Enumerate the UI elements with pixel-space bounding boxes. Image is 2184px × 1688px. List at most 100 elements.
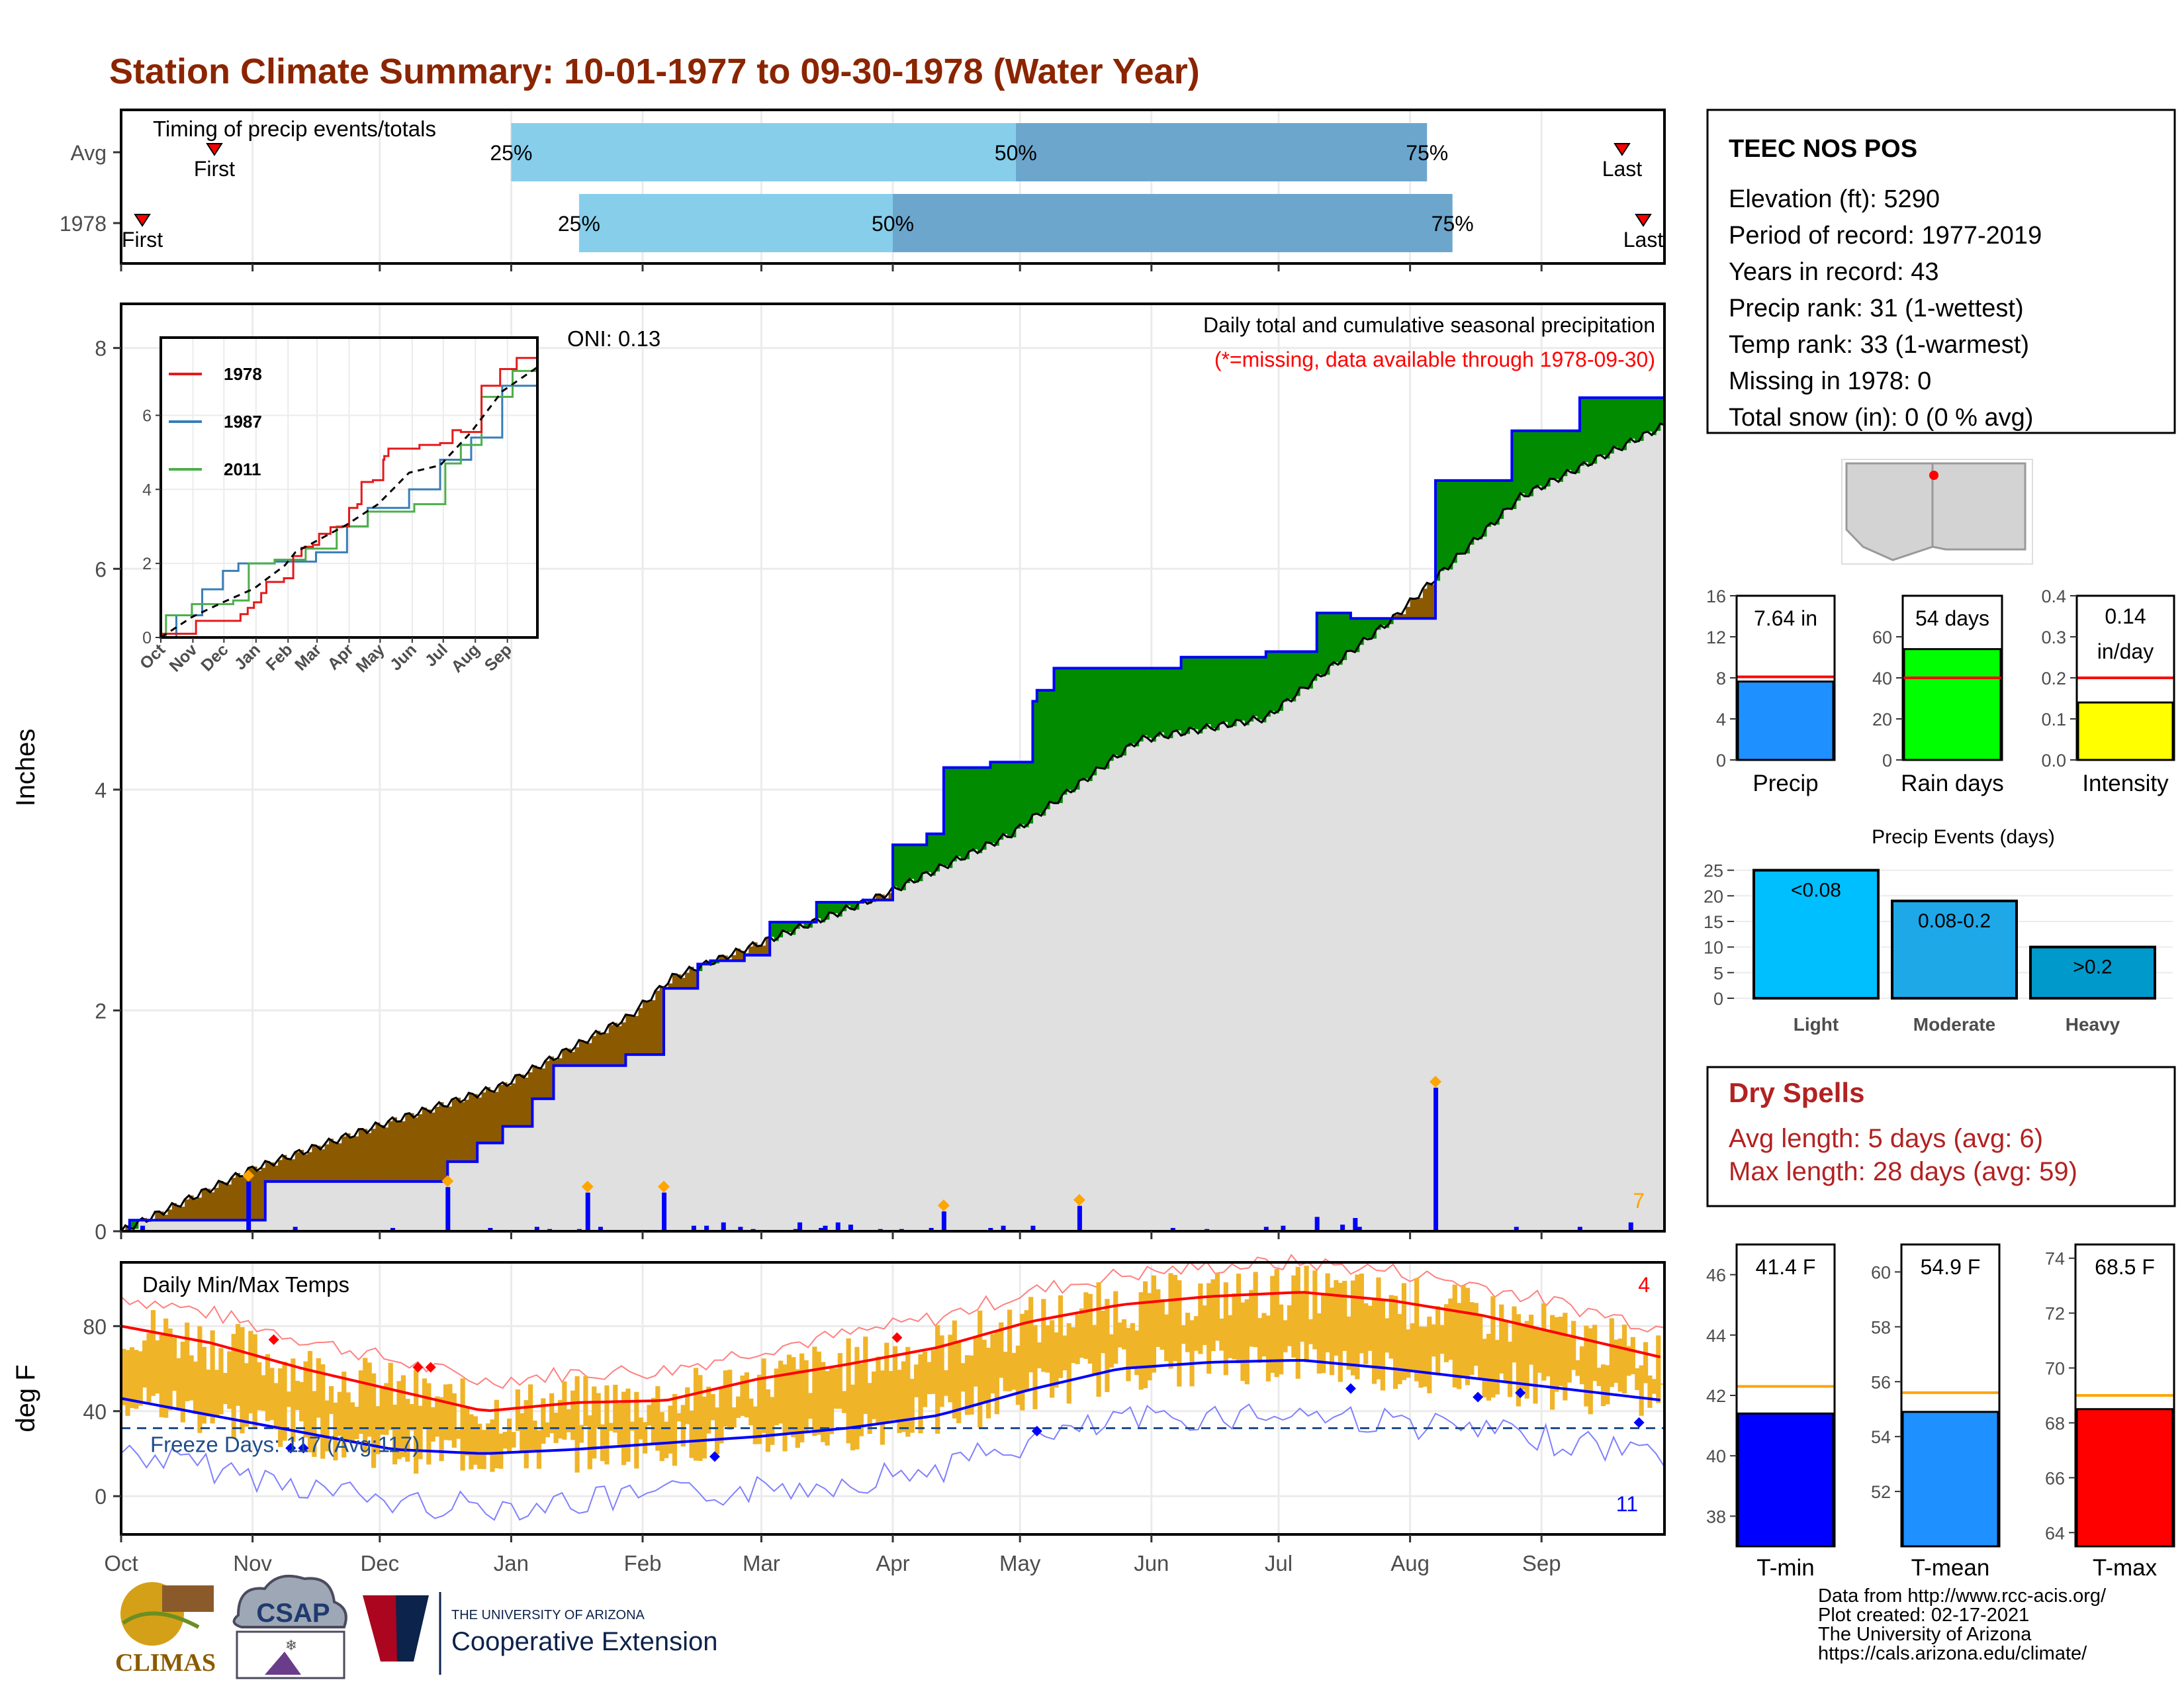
surplus-area [1363,618,1369,638]
daily-temp-bar [1392,1295,1398,1389]
station-name: TEEC NOS POS [1729,135,1917,163]
surplus-area [1130,668,1135,744]
mini-bar-value-text: 54 days [1915,606,1989,630]
daily-temp-bar [914,1364,919,1397]
deficit-area [269,1162,275,1182]
daily-temp-bar [680,1405,686,1447]
deficit-area [511,1083,516,1127]
daily-temp-bar [964,1355,970,1415]
surplus-area [1291,651,1297,702]
station-info-box: TEEC NOS POS Elevation (ft): 5290 Period o… [1706,109,2176,434]
surplus-area [846,902,851,906]
footer-line: Data from http://www.rcc-acis.org/ [1818,1585,2107,1607]
record-marker [1073,1194,1085,1206]
daily-precip-bar [246,1181,251,1231]
daily-temp-bar [1452,1284,1457,1387]
daily-temp-bar [676,1413,682,1422]
daily-temp-bar [643,1422,648,1454]
temp-bar-label: T-mean [1911,1555,1990,1581]
surplus-area [1516,430,1521,501]
daily-temp-bar [1274,1269,1279,1378]
daily-temp-bar [367,1362,372,1437]
surplus-area [1338,613,1343,665]
daily-temp-bar [1639,1365,1644,1416]
mini-bar-ytick-label: 20 [1872,710,1892,729]
deficit-area [295,1152,300,1182]
daily-temp-bar [523,1400,529,1469]
daily-temp-bar [1177,1280,1182,1387]
deficit-area [473,1094,478,1162]
temp-bar-ytick-label: 54 [1871,1427,1891,1447]
deficit-area [1422,588,1428,619]
surplus-area [774,922,779,941]
surplus-area [1219,657,1224,724]
daily-temp-bar [702,1396,707,1459]
daily-temp-bar [307,1350,313,1452]
deficit-area [222,1182,228,1221]
surplus-area [1198,657,1203,733]
precip-subheader: (*=missing, data available through 1978-… [1214,348,1655,371]
record-high-marker [412,1362,424,1373]
surplus-area [1193,657,1199,729]
deficit-area [761,945,766,956]
daily-temp-bar [1295,1266,1300,1379]
daily-temp-bar [1499,1304,1504,1374]
daily-temp-bar [1181,1325,1186,1344]
daily-temp-bar [1465,1288,1471,1385]
daily-precip-bar [941,1211,946,1231]
deficit-area [545,1060,550,1099]
deficit-area [345,1133,351,1182]
surplus-area [1121,668,1126,756]
surplus-area [1109,668,1114,761]
surplus-area [1545,430,1551,487]
surplus-area [952,767,957,862]
footer: Data from http://www.rcc-acis.org/Plot c… [115,1574,2107,1679]
daily-temp-bar [222,1373,228,1405]
daily-temp-bar [1126,1328,1131,1382]
daily-temp-bar [574,1376,580,1473]
surplus-area [985,767,991,843]
daily-temp-bar [1287,1305,1293,1346]
mini-bar-value-unit: in/day [2097,639,2154,663]
temp-ytick-label: 0 [95,1485,107,1509]
daily-temp-bar [625,1388,631,1462]
timing-title: Timing of precip events/totals [153,117,436,141]
daily-temp-bar [1147,1293,1152,1381]
mini-bar-value-text: 0.14 [2105,604,2146,628]
first-marker [206,143,223,156]
deficit-area [1427,583,1432,619]
mini-bar-value [1737,680,1835,761]
daily-temp-bar [659,1412,664,1462]
daily-temp-bar [324,1400,330,1452]
deficit-area [876,894,881,900]
mini-bar-label: Intensity [2082,771,2169,796]
record-low-marker [1633,1417,1645,1429]
event-bar-range: >0.2 [2073,957,2112,978]
deficit-area [125,1225,130,1231]
precip-panel: 0 2 4 6 8 Inches Daily total and cumulative se… [11,303,1666,1244]
daily-temp-bar [1621,1324,1627,1394]
surplus-area [1371,618,1377,639]
daily-temp-bar [185,1322,190,1401]
deficit-area [320,1149,326,1182]
surplus-area [1639,397,1644,442]
daily-temp-bar [1308,1319,1314,1344]
surplus-area [1075,668,1080,790]
deficit-area [299,1150,304,1182]
daily-temp-bar [536,1430,542,1469]
daily-temp-bar [1265,1315,1271,1382]
daily-temp-bar [1448,1298,1453,1360]
surplus-area [990,762,995,843]
daily-temp-bar [1567,1337,1572,1383]
daily-temp-bar [1185,1313,1191,1352]
daily-precip-bar [662,1192,667,1231]
surplus-area [1533,430,1538,489]
daily-temp-bar [1223,1282,1228,1376]
surplus-area [1181,657,1186,736]
daily-temp-bar [180,1341,185,1423]
daily-temp-bar [774,1368,779,1426]
daily-temp-bar [714,1407,720,1454]
daily-temp-bar [422,1378,428,1429]
timing-p25-label: 25% [558,212,600,236]
